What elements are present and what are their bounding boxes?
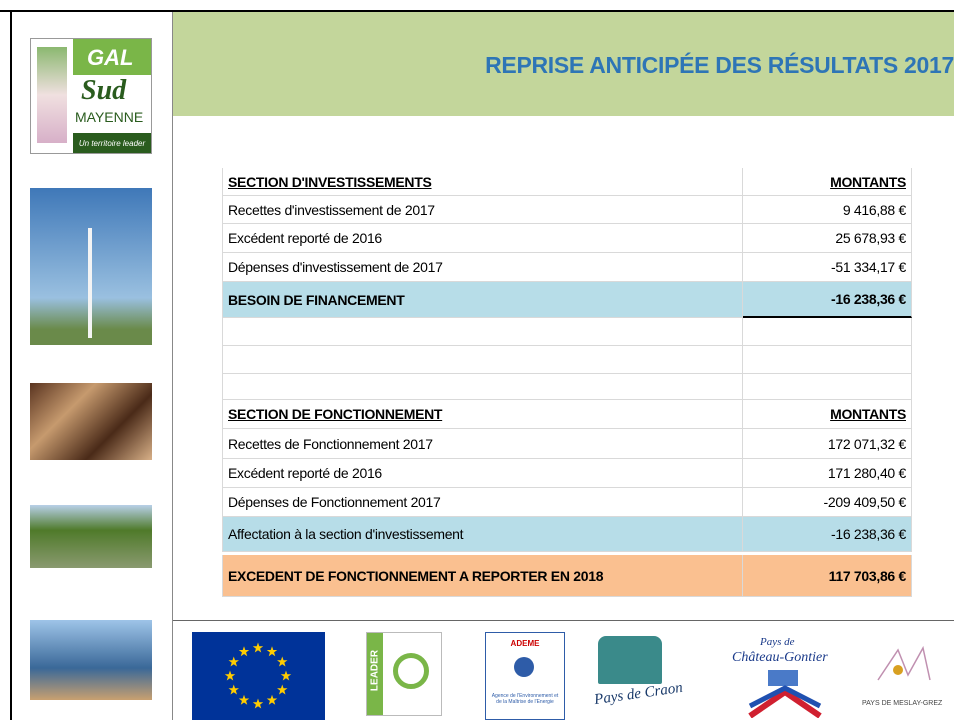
amount-cell	[743, 318, 912, 346]
castle	[768, 670, 798, 686]
craon-emblem	[598, 636, 662, 684]
label-cell: Excédent reporté de 2016	[222, 459, 743, 488]
label-cell: Dépenses d'investissement de 2017	[222, 253, 743, 282]
chateau-top: Pays de	[760, 636, 795, 648]
slide: REPRISE ANTICIPÉE DES RÉSULTATS 2017 GAL…	[0, 0, 954, 720]
label-cell	[222, 346, 743, 374]
photo-wind	[30, 188, 152, 345]
photo-wood	[30, 383, 152, 460]
leader-mark	[393, 653, 429, 689]
footer-divider	[173, 620, 954, 621]
amount-cell: MONTANTS	[743, 168, 912, 196]
label-cell	[222, 318, 743, 346]
logo-gal: GAL	[87, 45, 133, 71]
amount-cell: 9 416,88 €	[743, 196, 912, 224]
label-cell: Excédent reporté de 2016	[222, 224, 743, 253]
leader-logo: LEADER	[366, 632, 442, 716]
amount-cell: 117 703,86 €	[743, 555, 912, 597]
logo-emblems	[37, 47, 67, 143]
amount-cell: -209 409,50 €	[743, 488, 912, 517]
eu-flag	[192, 632, 325, 720]
chevron-red	[750, 692, 820, 716]
turbine	[88, 228, 92, 338]
logo-tagline: Un territoire leader	[73, 133, 151, 153]
lines	[878, 648, 930, 680]
label-cell: Affectation à la section d'investissemen…	[222, 517, 743, 552]
leader-text: LEADER	[370, 639, 381, 703]
ademe-logo: ADEME Agence de l'Environnement et de la…	[485, 632, 565, 720]
chateau-text: Château-Gontier	[732, 650, 828, 666]
label-cell: Dépenses de Fonctionnement 2017	[222, 488, 743, 517]
amount-cell: 171 280,40 €	[743, 459, 912, 488]
amount-cell: 172 071,32 €	[743, 429, 912, 459]
photo-solar	[30, 620, 152, 700]
amount-cell: 25 678,93 €	[743, 224, 912, 253]
dot	[893, 665, 903, 675]
craon-text: Pays de Craon	[593, 680, 684, 709]
amount-cell: MONTANTS	[743, 400, 912, 429]
label-cell	[222, 374, 743, 400]
amount-cell	[743, 346, 912, 374]
gal-logo: GAL Sud MAYENNE Un territoire leader	[30, 38, 152, 154]
label-cell: SECTION DE FONCTIONNEMENT	[222, 400, 743, 429]
label-cell: EXCEDENT DE FONCTIONNEMENT A REPORTER EN…	[222, 555, 743, 597]
ademe-text: ADEME	[486, 639, 564, 648]
label-cell: BESOIN DE FINANCEMENT	[222, 282, 743, 318]
label-cell: Recettes d'investissement de 2017	[222, 196, 743, 224]
amount-cell: -16 238,36 €	[743, 282, 912, 318]
meslay-emblem	[868, 640, 938, 690]
meslay-text: PAYS DE MESLAY-GREZ	[862, 700, 942, 707]
chevron-blue	[750, 688, 820, 706]
chateau-emblem	[740, 668, 830, 718]
logo-mayenne: MAYENNE	[75, 109, 143, 125]
ademe-sub: Agence de l'Environnement et de la Maîtr…	[490, 693, 560, 705]
amount-cell	[743, 374, 912, 400]
amount-cell: -16 238,36 €	[743, 517, 912, 552]
photo-cyclists	[30, 505, 152, 568]
left-border	[10, 10, 12, 720]
ademe-globe	[514, 657, 534, 677]
amount-cell: -51 334,17 €	[743, 253, 912, 282]
label-cell: SECTION D'INVESTISSEMENTS	[222, 168, 743, 196]
logo-sud: Sud	[81, 75, 126, 107]
label-cell: Recettes de Fonctionnement 2017	[222, 429, 743, 459]
title: REPRISE ANTICIPÉE DES RÉSULTATS 2017	[485, 52, 954, 79]
sidebar-divider	[172, 12, 173, 720]
